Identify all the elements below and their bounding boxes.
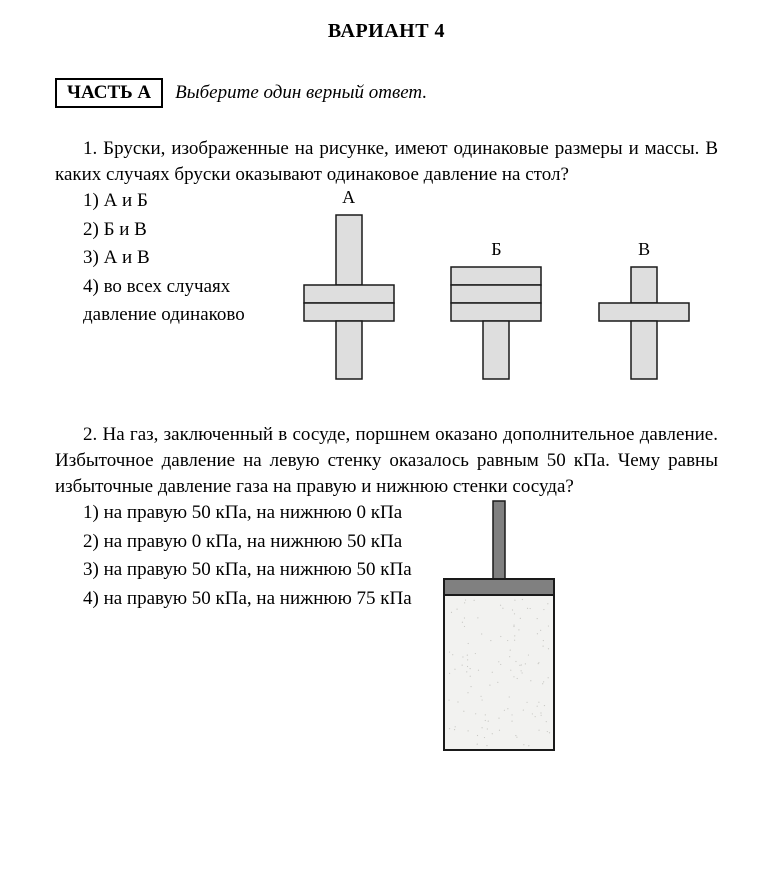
blocks-V: В — [596, 239, 692, 382]
q1-opt: 4) во всех случаях — [83, 273, 245, 302]
page-title: ВАРИАНТ 4 — [55, 20, 718, 43]
part-a-label: ЧАСТЬ А — [55, 78, 163, 108]
q1-figure: А Б В — [245, 187, 718, 382]
blocks-B-svg — [448, 264, 544, 382]
q2-options: 1) на правую 50 кПа, на нижнюю 0 кПа 2) … — [55, 499, 412, 613]
q2-figure — [412, 499, 558, 761]
part-a-instruction: Выберите один верный ответ. — [175, 82, 427, 104]
q2-opt: 1) на правую 50 кПа, на нижнюю 0 кПа — [83, 499, 412, 528]
q1-opt: давление одинаково — [83, 301, 245, 330]
blocks-V-svg — [596, 264, 692, 382]
q2-text: 2. На газ, заключенный в сосуде, поршнем… — [55, 422, 718, 499]
piston-svg — [440, 499, 558, 756]
blocks-B: Б — [448, 239, 544, 382]
question-1: 1. Бруски, изображенные на рисунке, имею… — [55, 136, 718, 382]
q1-opt: 2) Б и В — [83, 216, 245, 245]
q1-opt: 1) А и Б — [83, 187, 245, 216]
q1-options: 1) А и Б 2) Б и В 3) А и В 4) во всех сл… — [55, 187, 245, 330]
q1-text: 1. Бруски, изображенные на рисунке, имею… — [55, 136, 718, 187]
q2-opt: 2) на правую 0 кПа, на нижнюю 50 кПа — [83, 528, 412, 557]
label-V: В — [638, 239, 650, 260]
question-2: 2. На газ, заключенный в сосуде, поршнем… — [55, 422, 718, 761]
q2-opt: 4) на правую 50 кПа, на нижнюю 75 кПа — [83, 585, 412, 614]
label-A: А — [342, 187, 355, 208]
blocks-A: А — [301, 187, 397, 382]
q2-opt: 3) на правую 50 кПа, на нижнюю 50 кПа — [83, 556, 412, 585]
blocks-A-svg — [301, 212, 397, 382]
part-a-row: ЧАСТЬ А Выберите один верный ответ. — [55, 78, 718, 108]
label-B: Б — [491, 239, 501, 260]
q1-opt: 3) А и В — [83, 244, 245, 273]
